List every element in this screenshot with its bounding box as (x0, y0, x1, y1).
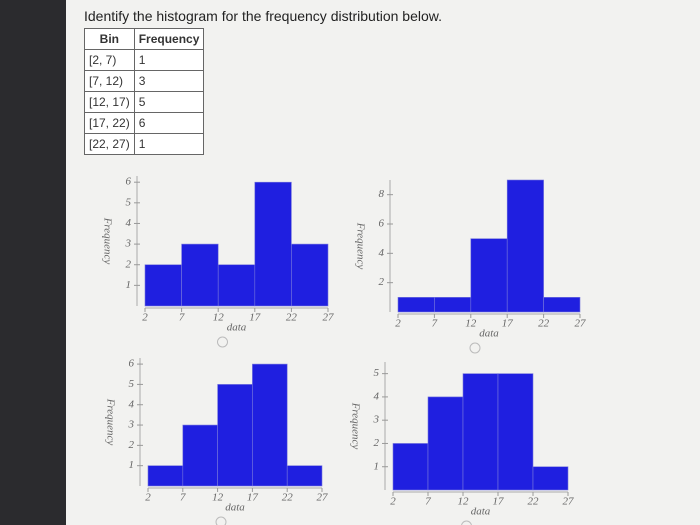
header-row: Bin Frequency (84, 28, 205, 50)
x-tick-label: 7 (179, 312, 185, 324)
x-tick-label: 27 (317, 492, 329, 504)
y-tick-label: 3 (128, 419, 135, 431)
y-tick-label: 5 (129, 378, 135, 390)
answer-radio[interactable] (217, 336, 228, 348)
x-tick-label: 17 (502, 318, 514, 330)
x-tick-label: 27 (575, 318, 587, 330)
bar (181, 243, 219, 307)
x-tick-label: 12 (465, 318, 477, 330)
bar (470, 238, 508, 313)
question: Identify the histogram for the frequency… (84, 8, 442, 24)
y-tick-label: 1 (374, 460, 380, 472)
y-tick-label: 6 (126, 176, 132, 188)
x-tick-label: 12 (213, 312, 225, 324)
x-tick-label: 17 (247, 492, 259, 504)
x-tick-label: 7 (432, 318, 438, 330)
y-tick-label: 4 (374, 390, 380, 402)
x-axis-label: data (225, 502, 245, 514)
y-axis-label: Frequency (354, 222, 366, 270)
y-tick-label: 8 (379, 188, 385, 200)
frequency-table: Bin Frequency [2, 7) 1 [7, 12) 3 [12, 17) 5 [1… (84, 28, 205, 155)
bar (144, 264, 182, 307)
bar (427, 396, 464, 491)
y-tick-label: 2 (129, 439, 135, 451)
bar (543, 297, 581, 313)
bar (217, 264, 256, 307)
y-tick-label: 2 (374, 437, 380, 449)
bar (462, 373, 499, 491)
y-tick-label: 6 (129, 358, 135, 370)
x-tick-label: 2 (145, 492, 151, 504)
table-cell: 1 (133, 133, 205, 155)
x-axis-label: data (227, 322, 247, 334)
bar (532, 466, 569, 491)
y-tick-label: 3 (125, 238, 132, 250)
x-tick-label: 27 (563, 496, 575, 508)
bar (182, 424, 218, 487)
bar (147, 465, 184, 487)
x-tick-label: 7 (425, 496, 431, 508)
table-row: [22, 27) 1 (84, 133, 205, 155)
y-tick-label: 3 (373, 414, 380, 426)
x-tick-label: 2 (395, 318, 401, 330)
bar (397, 297, 435, 313)
x-tick-label: 12 (212, 492, 224, 504)
x-axis-label: data (471, 506, 491, 518)
y-tick-label: 5 (374, 367, 380, 379)
bar (392, 443, 429, 491)
bar (286, 465, 323, 487)
answer-radio[interactable] (461, 520, 472, 525)
y-axis-label: Frequency (349, 402, 361, 450)
x-tick-label: 22 (538, 318, 550, 330)
y-axis-label: Frequency (104, 398, 116, 446)
table-cell: [7, 12) (84, 70, 135, 92)
x-tick-label: 7 (180, 492, 186, 504)
x-tick-label: 17 (249, 312, 261, 324)
bar (217, 384, 253, 487)
x-tick-label: 2 (142, 312, 148, 324)
x-tick-label: 12 (458, 496, 470, 508)
y-tick-label: 2 (379, 276, 385, 288)
y-tick-label: 5 (126, 196, 132, 208)
y-tick-label: 1 (126, 279, 132, 291)
bar (291, 243, 329, 307)
x-tick-label: 2 (390, 496, 396, 508)
y-tick-label: 4 (126, 217, 132, 229)
x-tick-label: 22 (282, 492, 294, 504)
table-row: [12, 17) 5 (84, 91, 205, 113)
bar (252, 363, 288, 487)
x-axis-label: data (479, 328, 499, 340)
x-tick-label: 22 (528, 496, 540, 508)
table-row: [2, 7) 1 (84, 49, 205, 71)
y-tick-label: 2 (126, 258, 132, 270)
x-tick-label: 17 (493, 496, 505, 508)
table-row: [17, 22) 6 (84, 112, 205, 134)
y-tick-label: 6 (379, 218, 385, 230)
bar (254, 181, 292, 307)
x-tick-label: 27 (323, 312, 335, 324)
bar (434, 297, 472, 313)
answer-radio[interactable] (215, 516, 227, 525)
y-axis-label: Frequency (101, 217, 113, 265)
y-tick-label: 4 (379, 247, 385, 259)
answer-radio[interactable] (469, 342, 481, 354)
bar (506, 179, 544, 313)
table-cell: [17, 22) (84, 112, 135, 134)
x-tick-label: 22 (286, 312, 298, 324)
y-tick-label: 1 (129, 459, 135, 471)
y-tick-label: 4 (129, 398, 135, 410)
bar (497, 373, 534, 491)
